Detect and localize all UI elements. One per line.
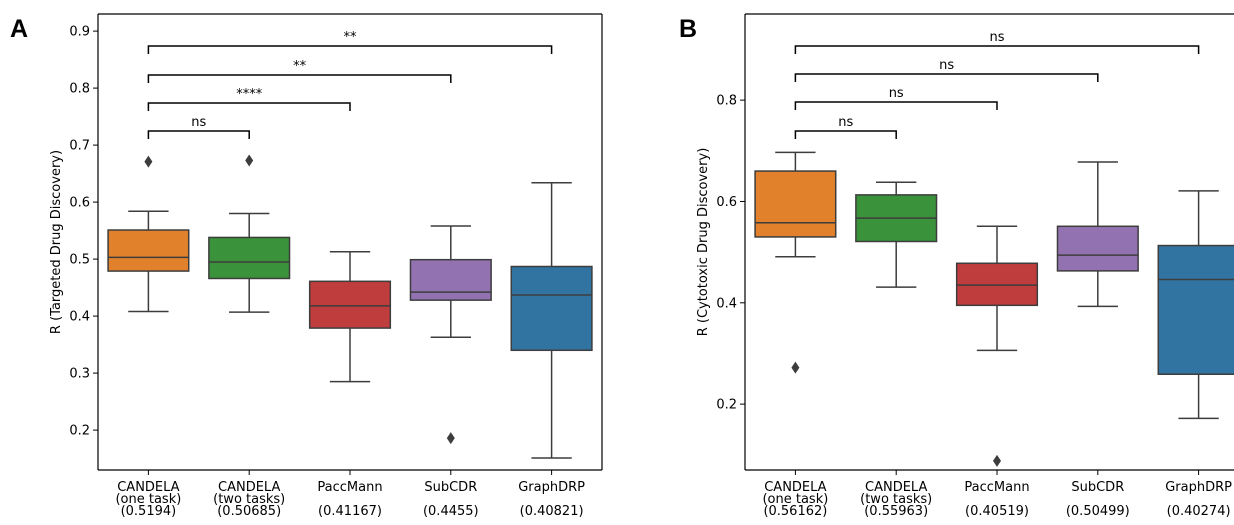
significance-label: ** xyxy=(344,30,358,45)
box-2 xyxy=(308,250,392,383)
panel-letter: B xyxy=(679,15,697,43)
x-tick-label: (0.5194) xyxy=(121,504,177,519)
box-iqr xyxy=(308,280,392,329)
y-tick-label: 0.8 xyxy=(69,82,90,97)
significance-bracket xyxy=(794,101,998,110)
significance-bracket xyxy=(794,45,1200,54)
box-4 xyxy=(510,181,593,459)
y-tick-label: 0.9 xyxy=(69,25,90,40)
y-tick-label: 0.6 xyxy=(69,196,90,211)
y-tick-label: 0.8 xyxy=(716,94,737,109)
x-tick-label: (0.40519) xyxy=(965,504,1029,519)
significance-label: ns xyxy=(889,86,904,101)
significance-label: ns xyxy=(989,30,1004,45)
significance-label: ** xyxy=(293,59,307,74)
x-tick-label: (one task) xyxy=(115,492,181,507)
x-tick-label: (0.40274) xyxy=(1167,504,1231,519)
x-tick-label: (0.4455) xyxy=(423,504,479,519)
y-tick-label: 0.6 xyxy=(716,195,737,210)
outlier-point xyxy=(144,155,153,168)
significance-label: **** xyxy=(236,87,263,102)
y-axis-label: R (Targeted Drug Discovery) xyxy=(49,150,64,334)
x-tick-label: SubCDR xyxy=(424,480,477,495)
box-iqr xyxy=(510,265,593,352)
x-tick-label: GraphDRP xyxy=(1165,480,1232,495)
box-4 xyxy=(1157,190,1234,420)
box-iqr xyxy=(1056,225,1139,272)
box-iqr xyxy=(107,229,190,272)
x-tick-label: (two tasks) xyxy=(213,492,285,507)
box-1 xyxy=(855,181,938,288)
x-tick-label: CANDELA xyxy=(865,480,927,495)
x-tick-label: (0.40821) xyxy=(520,504,584,519)
box-iqr xyxy=(1157,244,1234,375)
panel-letter: A xyxy=(10,15,28,43)
x-tick-label: (0.56162) xyxy=(763,504,827,519)
x-tick-label: CANDELA xyxy=(117,480,179,495)
significance-bracket xyxy=(147,45,553,54)
outlier-point xyxy=(245,154,254,167)
outlier-point xyxy=(446,432,455,445)
y-tick-label: 0.5 xyxy=(69,253,90,268)
x-tick-label: (0.50685) xyxy=(217,504,281,519)
box-2 xyxy=(955,225,1039,467)
significance-label: ns xyxy=(838,115,853,130)
panel-b: B R (Cytotoxic Drug Discovery) 0.2 0.4 0.6 0.… xyxy=(679,13,1234,519)
x-tick-label: PaccMann xyxy=(317,480,382,495)
significance-bracket xyxy=(147,74,452,83)
outlier-point xyxy=(993,454,1001,467)
y-axis-label: R (Cytotoxic Drug Discovery) xyxy=(696,148,711,337)
x-tick-label: (0.41167) xyxy=(318,504,382,519)
x-tick-label: CANDELA xyxy=(764,480,826,495)
x-tick-label: (two tasks) xyxy=(860,492,932,507)
outlier-point xyxy=(791,361,800,374)
panel-a: A R (Targeted Drug Discovery) 0.2 0.3 0.4 0.5… xyxy=(10,13,603,519)
box-0 xyxy=(754,151,837,374)
box-iqr xyxy=(754,170,837,238)
y-tick-label: 0.3 xyxy=(69,367,90,382)
x-tick-label: SubCDR xyxy=(1071,480,1124,495)
x-tick-label: PaccMann xyxy=(964,480,1029,495)
x-tick-label: GraphDRP xyxy=(518,480,585,495)
x-tick-label: CANDELA xyxy=(218,480,280,495)
significance-bracket xyxy=(147,130,250,139)
box-1 xyxy=(208,154,291,313)
significance-label: ns xyxy=(191,115,206,130)
y-tick-label: 0.4 xyxy=(716,296,737,311)
box-3 xyxy=(409,225,492,445)
significance-bracket xyxy=(794,73,1099,82)
significance-bracket xyxy=(794,130,897,139)
box-iqr xyxy=(409,258,492,301)
y-tick-label: 0.7 xyxy=(69,139,90,154)
y-tick-label: 0.2 xyxy=(69,424,90,439)
box-iqr xyxy=(208,236,291,280)
x-tick-label: (one task) xyxy=(762,492,828,507)
significance-label: ns xyxy=(939,58,954,73)
x-tick-label: (0.55963) xyxy=(864,504,928,519)
y-tick-label: 0.2 xyxy=(716,398,737,413)
box-3 xyxy=(1056,161,1139,308)
box-iqr xyxy=(955,262,1039,307)
box-0 xyxy=(107,155,190,313)
y-tick-label: 0.4 xyxy=(69,310,90,325)
x-tick-label: (0.50499) xyxy=(1066,504,1130,519)
significance-bracket xyxy=(147,102,351,111)
